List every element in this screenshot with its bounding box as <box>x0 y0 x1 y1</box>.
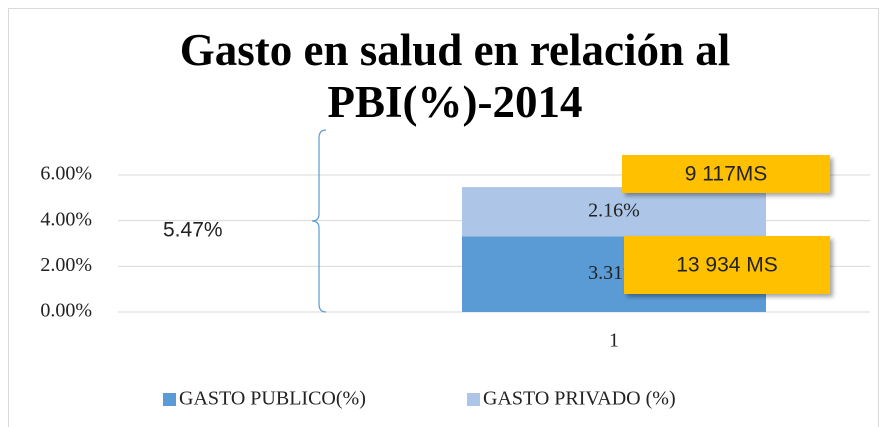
bars: 3.31%2.16%1 <box>462 187 766 352</box>
legend-swatch <box>467 393 480 406</box>
private-annotation: 9 117MS <box>685 163 768 186</box>
annotation-box <box>622 155 830 193</box>
legend-swatch <box>163 393 176 406</box>
chart-title: Gasto en salud en relación al PBI(%)-201… <box>179 25 731 127</box>
public-annotation: 13 934 MS <box>676 254 778 277</box>
title-box: Gasto en salud en relación al PBI(%)-201… <box>179 25 731 127</box>
legend: GASTO PUBLICO(%) GASTO PRIVADO (%) <box>163 388 676 410</box>
legend-label: GASTO PRIVADO (%) <box>483 388 676 410</box>
legend-label: GASTO PUBLICO(%) <box>179 388 366 410</box>
x-tick-label: 1 <box>609 330 619 352</box>
y-tick-label: 6.00% <box>40 163 92 185</box>
y-tick-label: 0.00% <box>40 300 92 322</box>
y-tick-label: 2.00% <box>40 254 92 276</box>
data-label: 2.16% <box>588 199 640 221</box>
annotation-box <box>624 236 830 294</box>
bracket <box>311 129 327 313</box>
grid: 0.00% 2.00% 4.00% 6.00% <box>40 163 870 322</box>
total-annotation: 5.47% <box>163 219 223 242</box>
y-tick-label: 4.00% <box>40 208 92 230</box>
bar-segment <box>462 187 766 237</box>
